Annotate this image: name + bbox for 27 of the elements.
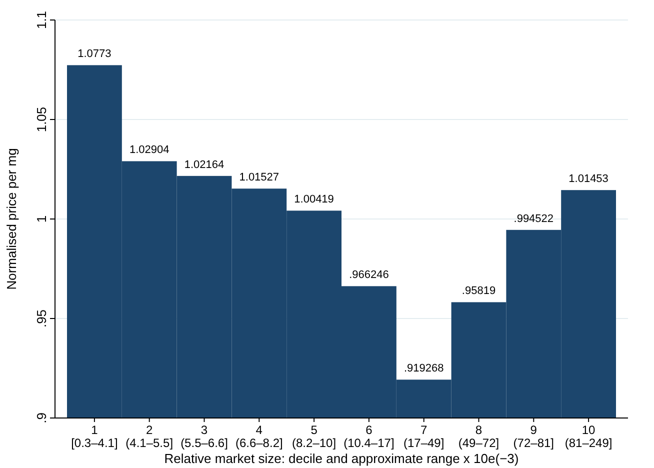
data-label: .95819 — [462, 285, 496, 298]
data-label: 1.02904 — [129, 144, 170, 156]
x-axis-title: Relative market size: decile and approximate range x 10e(−3) — [164, 451, 519, 466]
data-label: 1.0773 — [78, 48, 112, 60]
x-tick-label: 7 (17–49] — [404, 423, 444, 450]
data-label: .966246 — [349, 269, 389, 282]
data-label: 1.01453 — [568, 173, 608, 186]
y-tick-label: .95 — [34, 309, 49, 328]
x-tick-label: 3 (5.5–6.6] — [180, 423, 228, 450]
data-label: 1.02164 — [184, 158, 224, 171]
x-tick-label: 4 (6.6–8.2] — [235, 423, 283, 450]
x-tick-label: 2 (4.1–5.5] — [126, 423, 174, 450]
y-axis-title: Normalised price per mg — [4, 148, 19, 290]
data-label: 1.00419 — [294, 194, 334, 206]
x-tick-label: 9 (72–81] — [513, 423, 554, 450]
data-label: 1.01527 — [239, 172, 280, 184]
x-tick-label: 10 (81–249] — [564, 423, 612, 450]
y-tick-label: 1.1 — [34, 10, 49, 30]
x-tick-label: 5 (8.2–10] — [292, 423, 336, 450]
y-tick-label: 1.05 — [34, 106, 49, 132]
x-tick-label: 1 [0.3–4.1] — [71, 423, 118, 450]
x-tick-label: 8 (49–72] — [458, 423, 500, 450]
data-label: .919268 — [404, 362, 444, 375]
y-tick-label: 1 — [34, 215, 49, 223]
y-tick-label: .9 — [34, 412, 49, 424]
x-tick-label: 6 (10.4–17] — [344, 423, 394, 450]
data-label: .994522 — [514, 212, 554, 225]
